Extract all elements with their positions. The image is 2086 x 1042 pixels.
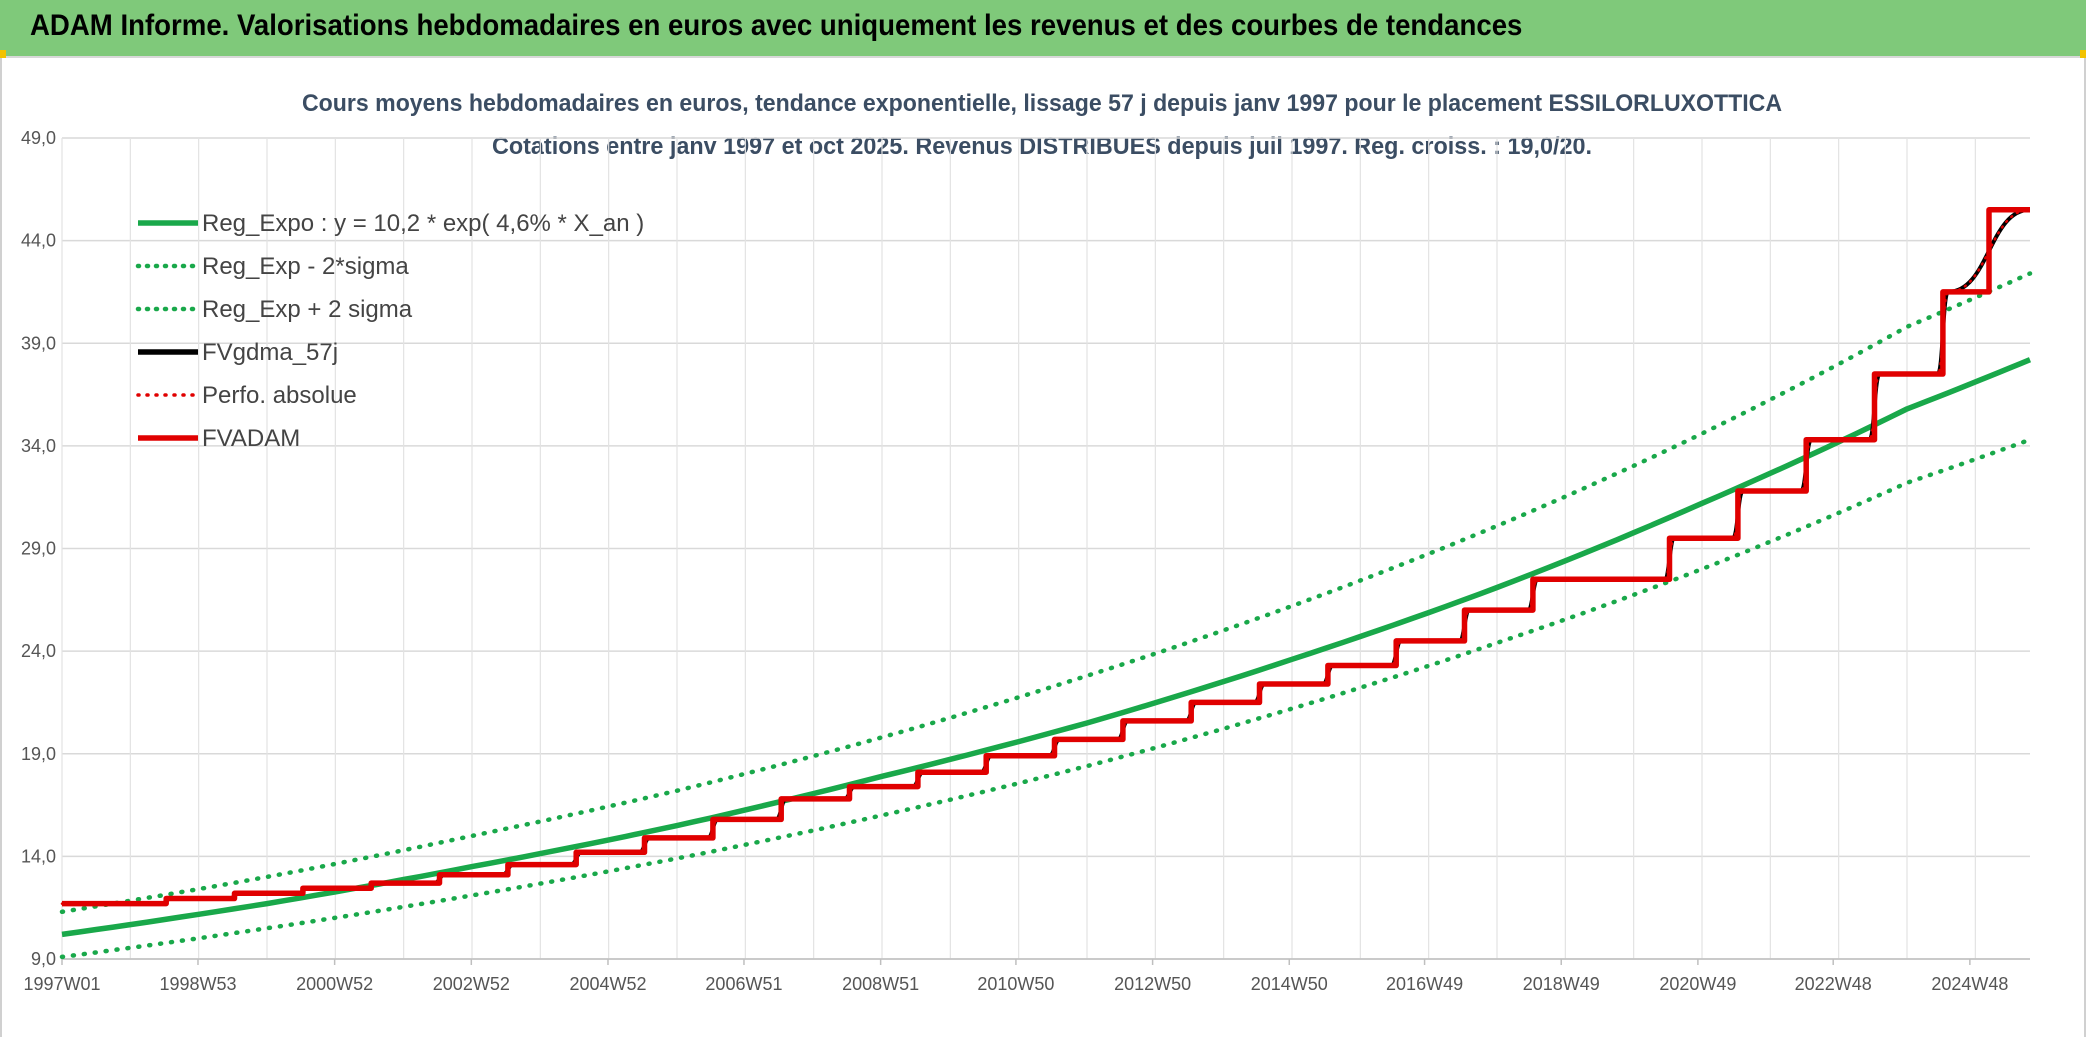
x-tick-label: 2014W50	[1251, 974, 1328, 994]
chart-subtitle: Cotations entre janv 1997 et oct 2025. R…	[492, 133, 1592, 160]
legend: Reg_Expo : y = 10,2 * exp( 4,6% * X_an )…	[135, 210, 644, 452]
x-tick-label: 1998W53	[159, 974, 236, 994]
axes: 9,0 14,0 19,0 24,0 29,0 34,0 39,0 44,0 49,0 1997W…	[21, 128, 2030, 994]
y-tick-label: 34,0	[21, 436, 56, 456]
series-layer	[59, 207, 2033, 960]
report-header: ADAM Informe. Valorisations hebdomadaire…	[0, 0, 2086, 58]
x-tick-label: 2024W48	[1931, 974, 2008, 994]
legend-label-fvadam: FVADAM	[202, 425, 300, 452]
x-tick-label: 2000W52	[296, 974, 373, 994]
x-tick-label: 2016W49	[1386, 974, 1463, 994]
x-tick-label: 2010W50	[977, 974, 1054, 994]
x-tick-label: 1997W01	[23, 974, 100, 994]
y-tick-label: 19,0	[21, 744, 56, 764]
chart-title: Cours moyens hebdomadaires en euros, ten…	[302, 90, 1782, 117]
series-line-regexp-plus-2sigma	[59, 271, 2033, 915]
x-tick-label: 2012W50	[1114, 974, 1191, 994]
y-tick-label: 14,0	[21, 846, 56, 866]
chart-svg: Cours moyens hebdomadaires en euros, ten…	[21, 90, 2033, 994]
x-tick-label: 2004W52	[569, 974, 646, 994]
chart-area: Cours moyens hebdomadaires en euros, ten…	[0, 58, 2086, 1037]
series-line-regexpo	[61, 357, 2032, 938]
x-tick-label: 2020W49	[1659, 974, 1736, 994]
x-tick-label: 2018W49	[1523, 974, 1600, 994]
series-line-regexp-minus-2sigma	[59, 437, 2033, 960]
x-tick-label: 2006W51	[705, 974, 782, 994]
y-tick-label: 24,0	[21, 641, 56, 661]
y-tick-label: 44,0	[21, 231, 56, 251]
legend-label-perfo-absolue: Perfo. absolue	[202, 382, 357, 409]
grid-lines	[61, 137, 2030, 960]
x-tick-label: 2002W52	[433, 974, 510, 994]
report-title: ADAM Informe. Valorisations hebdomadaire…	[30, 9, 1523, 42]
x-tick-label: 2008W51	[842, 974, 919, 994]
y-tick-label: 49,0	[21, 128, 56, 148]
legend-label-fvgdma57j: FVgdma_57j	[202, 339, 338, 366]
y-tick-label: 39,0	[21, 333, 56, 353]
legend-label-regexpo: Reg_Expo : y = 10,2 * exp( 4,6% * X_an )	[202, 210, 644, 237]
series-line-fvadam	[62, 207, 2030, 907]
x-tick-label: 2022W48	[1795, 974, 1872, 994]
legend-label-regexp-minus-2sigma: Reg_Exp - 2*sigma	[202, 253, 409, 280]
corner-accent-right	[2080, 50, 2086, 58]
y-tick-label: 29,0	[21, 539, 56, 559]
legend-label-regexp-plus-2sigma: Reg_Exp + 2 sigma	[202, 296, 413, 323]
y-tick-label: 9,0	[31, 949, 56, 969]
corner-accent-left	[0, 50, 6, 58]
